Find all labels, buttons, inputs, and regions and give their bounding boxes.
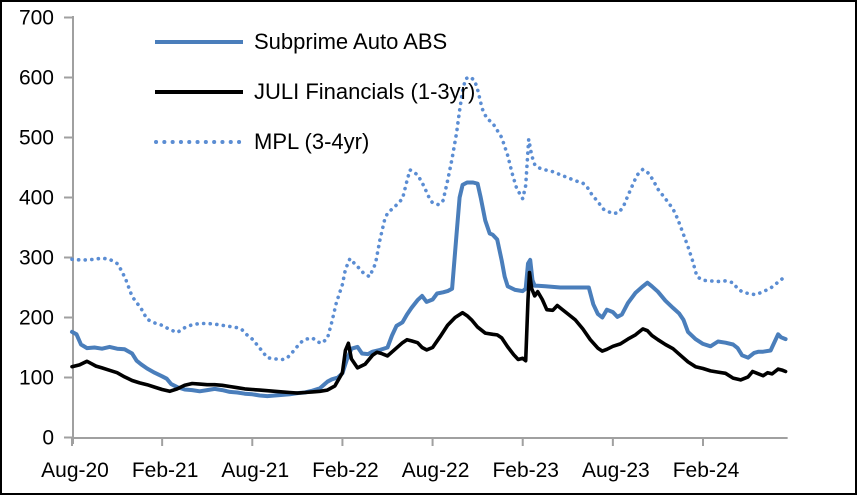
x-tick-label: Feb-23 <box>492 459 559 482</box>
legend-line-sample-dotted-blue <box>154 140 244 144</box>
y-tick-label: 0 <box>42 427 54 450</box>
series-line-subprime-auto-abs <box>70 180 788 399</box>
legend-label-subprime-auto-abs: Subprime Auto ABS <box>254 29 448 54</box>
legend-item-juli-financials: JULI Financials (1-3yr) <box>153 80 475 104</box>
y-tick-label: 400 <box>19 187 54 210</box>
x-tick-label: Aug-22 <box>402 459 470 482</box>
legend-item-mpl: MPL (3-4yr) <box>153 130 369 154</box>
x-tick-label: Aug-23 <box>582 459 650 482</box>
legend-line-sample-solid-black <box>155 90 243 94</box>
x-tick-label: Aug-21 <box>221 459 289 482</box>
x-tick-label: Feb-21 <box>132 459 199 482</box>
series-line-juli-financials-1-3yr <box>70 270 788 395</box>
legend-label-mpl: MPL (3-4yr) <box>254 129 370 154</box>
legend-label-juli-financials: JULI Financials (1-3yr) <box>254 79 476 104</box>
x-tick-label: Feb-24 <box>673 459 740 482</box>
y-tick-label: 100 <box>19 367 54 390</box>
y-tick-label: 600 <box>19 67 54 90</box>
series-line-mpl-3-4yr <box>70 75 786 362</box>
x-tick-label: Feb-22 <box>312 459 379 482</box>
y-tick-label: 700 <box>19 7 54 30</box>
x-tick-label: Aug-20 <box>41 459 109 482</box>
y-tick-label: 200 <box>19 307 54 330</box>
y-tick-label: 300 <box>19 247 54 270</box>
legend-line-sample-solid-blue <box>155 40 243 44</box>
y-tick-label: 500 <box>19 127 54 150</box>
legend-item-subprime-auto-abs: Subprime Auto ABS <box>153 30 447 54</box>
